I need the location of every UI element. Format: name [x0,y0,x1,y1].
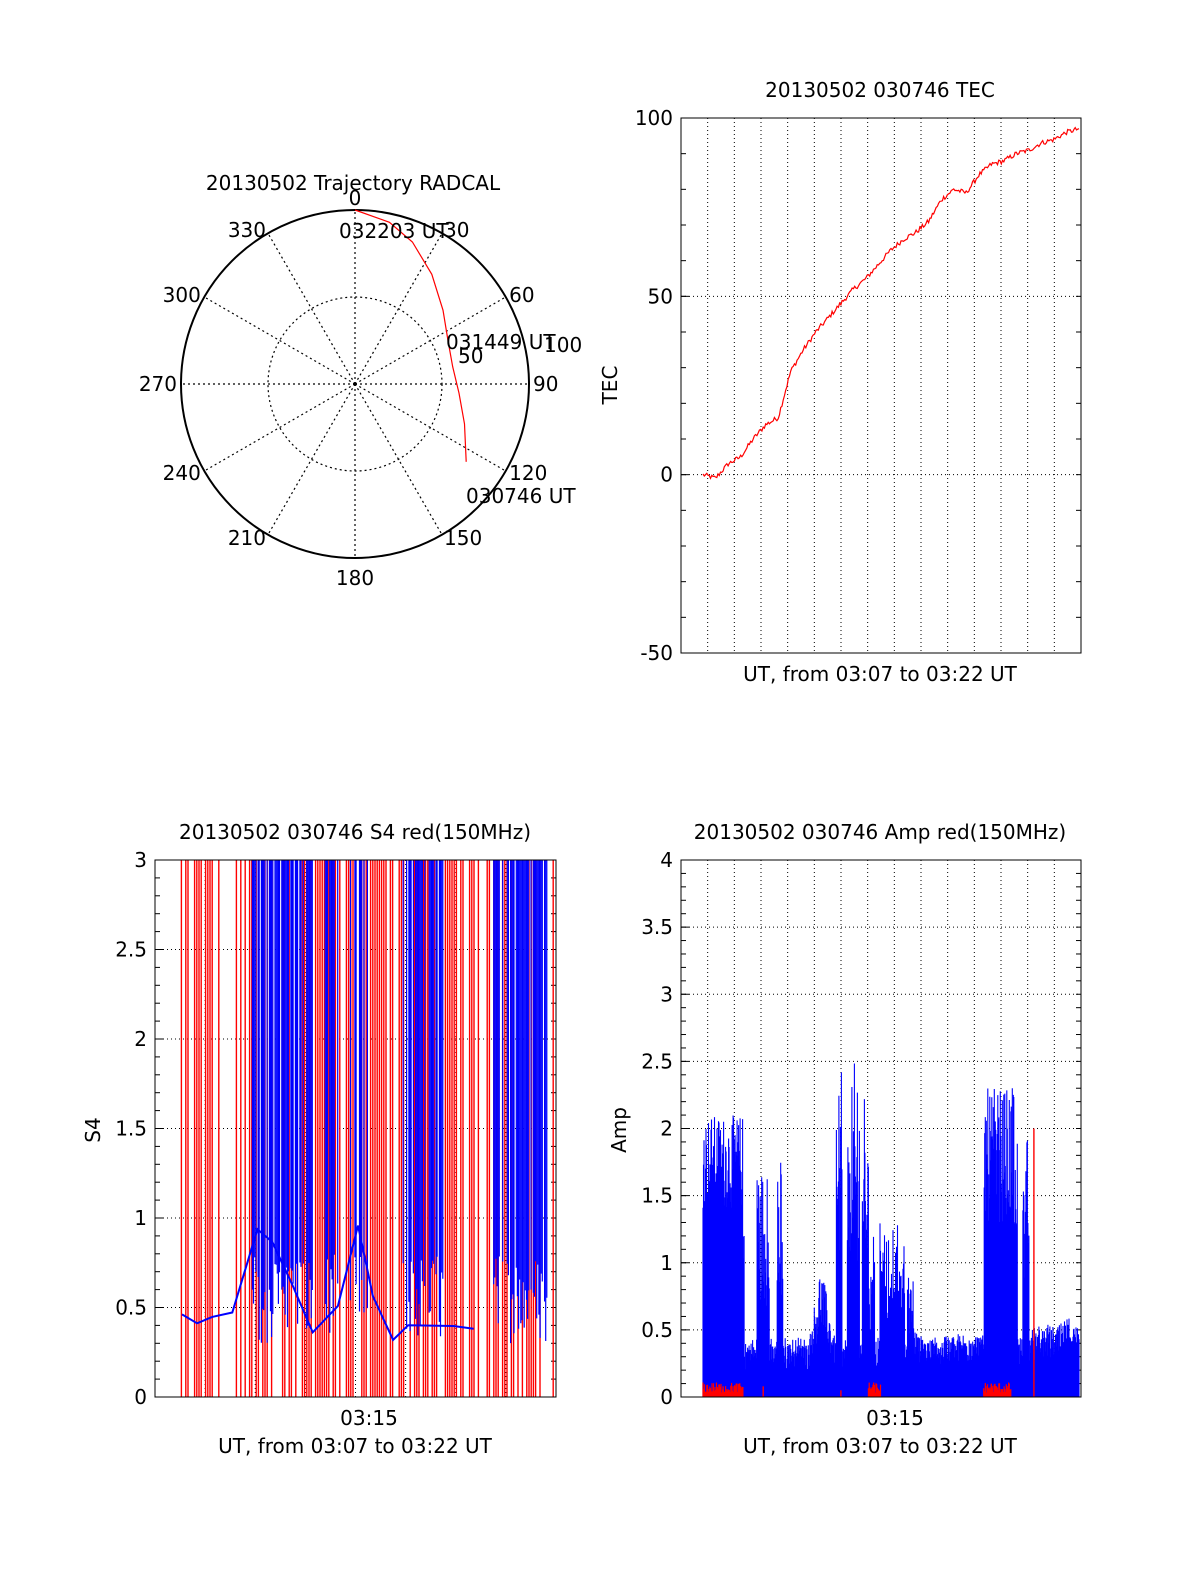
ytick-label: 3 [134,848,147,872]
ytick-label: -50 [640,641,673,665]
tec-grid [681,117,1081,654]
ytick-label: 2.5 [641,1049,673,1073]
polar-angle-label: 0 [349,186,362,210]
polar-grid-spoke [354,233,443,385]
amp-panel: 20130502 030746 Amp red(150MHz) 0 0.5 1 1.5… [607,820,1082,1458]
ytick-label: 50 [648,284,673,308]
amp-ylabel: Amp [607,1107,631,1153]
amp-xlabel: UT, from 03:07 to 03:22 UT [743,1434,1018,1458]
ytick-label: 0.5 [641,1318,673,1342]
amp-frame [680,859,1082,1398]
polar-radial-label-100: 100 [544,333,582,357]
tec-ytick-labels: -50 0 50 100 [635,106,673,665]
polar-trajectory-line [354,209,467,462]
s4-ylabel: S4 [81,1117,105,1142]
ytick-label: 1 [660,1251,673,1275]
s4-title: 20130502 030746 S4 red(150MHz) [179,820,531,844]
polar-grid-spoke [354,383,443,535]
amp-title: 20130502 030746 Amp red(150MHz) [694,820,1066,844]
ytick-label: 1.5 [641,1184,673,1208]
polar-grid-spoke [267,233,356,385]
polar-radial-label-50: 50 [458,344,483,368]
polar-grid-spoke [354,383,506,472]
polar-annotation-mid: 031449 UT [446,330,556,354]
polar-annotation-end: 030746 UT [466,484,576,508]
polar-annotation-start: 032203 UT [339,219,449,243]
ytick-label: 2 [660,1117,673,1141]
polar-angle-label: 60 [509,283,534,307]
tec-xlabel: UT, from 03:07 to 03:22 UT [743,662,1018,686]
tec-frame [680,117,1082,654]
polar-angle-label: 240 [163,461,201,485]
polar-angle-label: 270 [139,372,177,396]
polar-angle-label: 150 [444,526,482,550]
polar-angle-label: 180 [336,566,374,590]
polar-panel: 20130502 Trajectory RADCAL 0 30 60 90 120 150… [139,171,582,590]
ytick-label: 0 [134,1385,147,1409]
ytick-label: 2.5 [115,938,147,962]
ytick-label: 4 [660,848,673,872]
polar-angle-label: 90 [533,372,558,396]
tec-panel: 20130502 030746 TEC -50 0 50 100 TEC UT, fr… [598,78,1082,686]
ytick-label: 0.5 [115,1296,147,1320]
s4-blue-series-line [181,1225,474,1342]
s4-xlabel: UT, from 03:07 to 03:22 UT [218,1434,493,1458]
ytick-label: 2 [134,1027,147,1051]
amp-red-series [702,1128,1035,1397]
tec-title: 20130502 030746 TEC [765,78,995,102]
s4-panel: 20130502 030746 S4 red(150MHz) 0 0.5 1 1.5 2… [81,820,557,1458]
tec-series-line [702,126,1080,480]
s4-xtick-label: 03:15 [340,1406,398,1430]
amp-ytick-labels: 0 0.5 1 1.5 2 2.5 3 3.5 4 [641,848,673,1409]
polar-angle-label: 30 [444,218,469,242]
ytick-label: 100 [635,106,673,130]
polar-angle-label: 120 [509,461,547,485]
polar-grid [181,210,529,558]
amp-blue-series [702,1063,1080,1397]
ytick-label: 1.5 [115,1117,147,1141]
polar-angle-label: 300 [163,283,201,307]
ytick-label: 3 [660,982,673,1006]
s4-frame [154,859,557,1398]
ytick-label: 1 [134,1206,147,1230]
ytick-label: 0 [660,463,673,487]
tec-ylabel: TEC [598,366,622,406]
polar-grid-spoke [354,296,506,385]
polar-grid-spoke [204,383,356,472]
polar-angle-label: 210 [228,526,266,550]
polar-title: 20130502 Trajectory RADCAL [206,171,501,195]
polar-grid-spoke [204,296,356,385]
ytick-label: 0 [660,1385,673,1409]
polar-angle-labels: 0 30 60 90 120 150 180 210 240 270 300 330 [139,186,559,590]
s4-ytick-labels: 0 0.5 1 1.5 2 2.5 3 [115,848,147,1409]
ytick-label: 3.5 [641,915,673,939]
amp-xtick-label: 03:15 [866,1406,924,1430]
polar-angle-label: 330 [228,218,266,242]
polar-grid-spoke [267,383,356,535]
